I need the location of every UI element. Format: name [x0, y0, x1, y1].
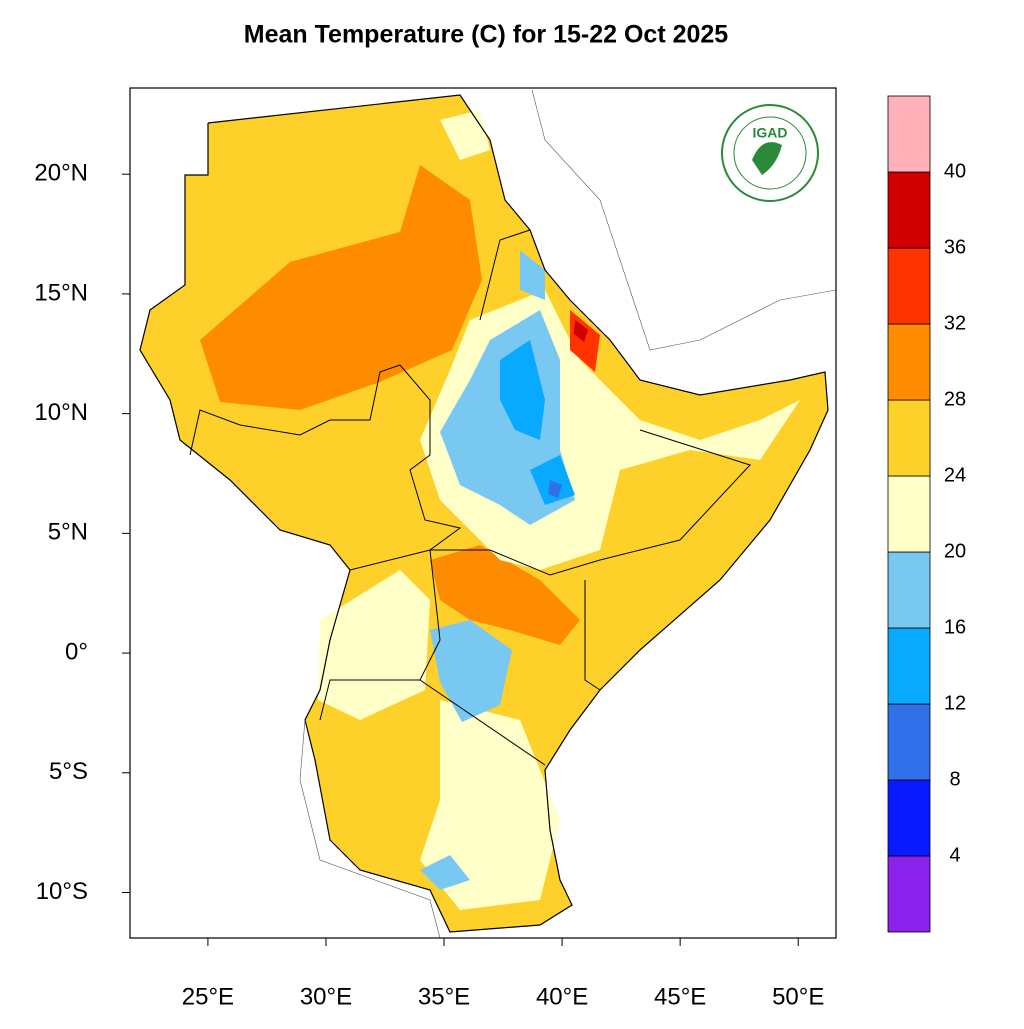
- colorbar-label: 4: [949, 844, 960, 866]
- colorbar-box: [887, 551, 931, 629]
- x-tick-label: 50°E: [772, 983, 824, 1010]
- region: [420, 855, 470, 890]
- colorbar-box: [887, 399, 931, 477]
- region: [574, 320, 588, 342]
- x-tick-label: 30°E: [300, 983, 352, 1010]
- colorbar-box: [887, 703, 931, 781]
- x-tick-label: 25°E: [182, 983, 234, 1010]
- colorbar-box: [887, 171, 931, 249]
- colorbar: 4 8 12 16 20 24 28 32 36 40: [887, 95, 966, 933]
- map-land: [139, 89, 837, 939]
- y-tick-label: 5°S: [49, 758, 88, 785]
- colorbar-label: 8: [949, 768, 960, 790]
- colorbar-box: [887, 627, 931, 705]
- border: [584, 580, 601, 691]
- region: [440, 110, 490, 160]
- y-tick-label: 0°: [65, 638, 88, 665]
- y-tick-label: 10°N: [34, 399, 88, 426]
- logo-africa: [752, 142, 782, 175]
- colorbar-label: 12: [944, 692, 966, 714]
- colorbar-label: 16: [944, 616, 966, 638]
- region: [520, 250, 545, 300]
- border: [189, 364, 401, 456]
- colorbar-box: [887, 475, 931, 553]
- colorbar-box: [887, 95, 931, 173]
- y-tick-label: 10°S: [36, 878, 88, 905]
- region: [430, 620, 512, 722]
- outside-border: [531, 89, 837, 351]
- chart-title: Mean Temperature (C) for 15-22 Oct 2025: [244, 21, 729, 49]
- border: [430, 429, 751, 576]
- colorbar-box: [887, 323, 931, 401]
- colorbar-box: [887, 855, 931, 933]
- x-tick-label: 35°E: [418, 983, 470, 1010]
- colorbar-label: 28: [944, 388, 966, 410]
- colorbar-box: [887, 247, 931, 325]
- y-tick-label: 15°N: [34, 279, 88, 306]
- region: [548, 480, 562, 498]
- region: [530, 455, 575, 505]
- colorbar-label: 24: [944, 464, 966, 486]
- y-tick-label: 5°N: [48, 519, 88, 546]
- logo-text: IGAD: [753, 125, 788, 141]
- region: [430, 545, 580, 645]
- coastline: [139, 94, 829, 933]
- region: [500, 340, 545, 440]
- border: [419, 679, 546, 766]
- x-tick-label: 40°E: [536, 983, 588, 1010]
- colorbar-label: 36: [944, 236, 966, 258]
- border: [349, 364, 462, 571]
- colorbar-label: 32: [944, 312, 966, 334]
- border: [479, 229, 531, 321]
- logo: IGAD: [721, 104, 819, 202]
- colorbar-label: 20: [944, 540, 966, 562]
- logo-ring: [733, 116, 807, 190]
- region: [420, 700, 560, 910]
- region: [200, 165, 482, 410]
- outside-border: [299, 719, 441, 939]
- map-frame: [129, 87, 837, 939]
- x-tick-label: 45°E: [654, 983, 706, 1010]
- colorbar-label: 40: [944, 160, 966, 182]
- colorbar-box: [887, 779, 931, 857]
- region: [318, 570, 430, 720]
- y-tick-label: 20°N: [34, 160, 88, 187]
